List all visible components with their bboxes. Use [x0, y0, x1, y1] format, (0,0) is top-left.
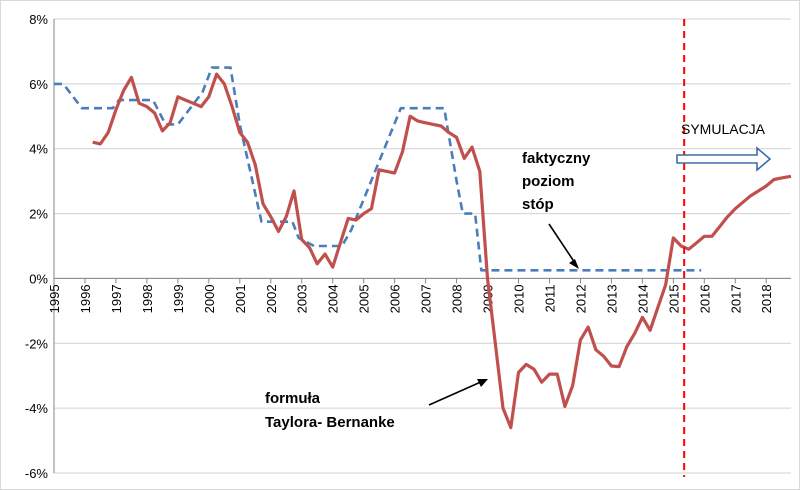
simulation-arrow — [676, 146, 772, 172]
y-tick-label: 6% — [29, 77, 48, 92]
x-tick-label: 2001 — [233, 284, 248, 313]
series-line-actual-rate — [54, 66, 702, 272]
y-tick-label: -2% — [25, 336, 49, 351]
series-line-taylor-rule — [92, 72, 792, 430]
x-tick-label: 2011 — [542, 284, 557, 312]
y-tick-label: 8% — [29, 12, 48, 27]
x-tick-label: 2005 — [357, 284, 372, 313]
annotation-actual-rate-line1: faktyczny — [522, 150, 591, 167]
x-tick-label: 2004 — [326, 284, 341, 313]
annotation-actual-rate-arrowhead — [569, 259, 579, 269]
x-tick-label: 2013 — [604, 284, 619, 313]
x-tick-label: 2000 — [202, 284, 217, 313]
y-tick-label: -4% — [25, 401, 49, 416]
annotation-formula-line1: formuła — [265, 390, 321, 407]
x-tick-label: 2007 — [419, 284, 434, 313]
x-tick-label: 2015 — [666, 284, 681, 313]
annotation-actual-rate-arrow — [548, 223, 578, 267]
x-tick-label: 2006 — [388, 284, 403, 313]
x-tick-label: 2003 — [295, 284, 310, 313]
x-tick-label: 2017 — [728, 284, 743, 313]
x-tick-label: 2012 — [573, 284, 588, 313]
x-tick-label: 1998 — [140, 284, 155, 313]
x-tick-label: 2018 — [759, 284, 774, 313]
annotation-formula-line2: Taylora- Bernanke — [265, 414, 395, 431]
y-tick-label: -6% — [25, 466, 49, 481]
x-tick-label: 2002 — [264, 284, 279, 313]
y-tick-label: 0% — [29, 271, 48, 286]
x-tick-label: 1999 — [171, 284, 186, 313]
y-tick-label: 4% — [29, 142, 48, 157]
x-tick-label: 2008 — [450, 284, 465, 313]
annotation-formula-arrow — [428, 380, 484, 406]
x-tick-label: 1995 — [47, 284, 62, 313]
annotation-actual-rate-line2: poziom — [522, 173, 575, 190]
annotation-simulation-label: SYMULACJA — [681, 121, 766, 137]
y-tick-label: 2% — [29, 207, 48, 222]
annotation-actual-rate-line3: stóp — [522, 196, 554, 213]
x-tick-label: 1997 — [109, 284, 124, 313]
x-tick-label: 1996 — [78, 284, 93, 313]
x-tick-label: 2016 — [697, 284, 712, 313]
annotation-formula-arrowhead — [477, 379, 488, 387]
x-tick-label: 2010 — [511, 284, 526, 313]
x-tick-label: 2014 — [635, 284, 650, 313]
